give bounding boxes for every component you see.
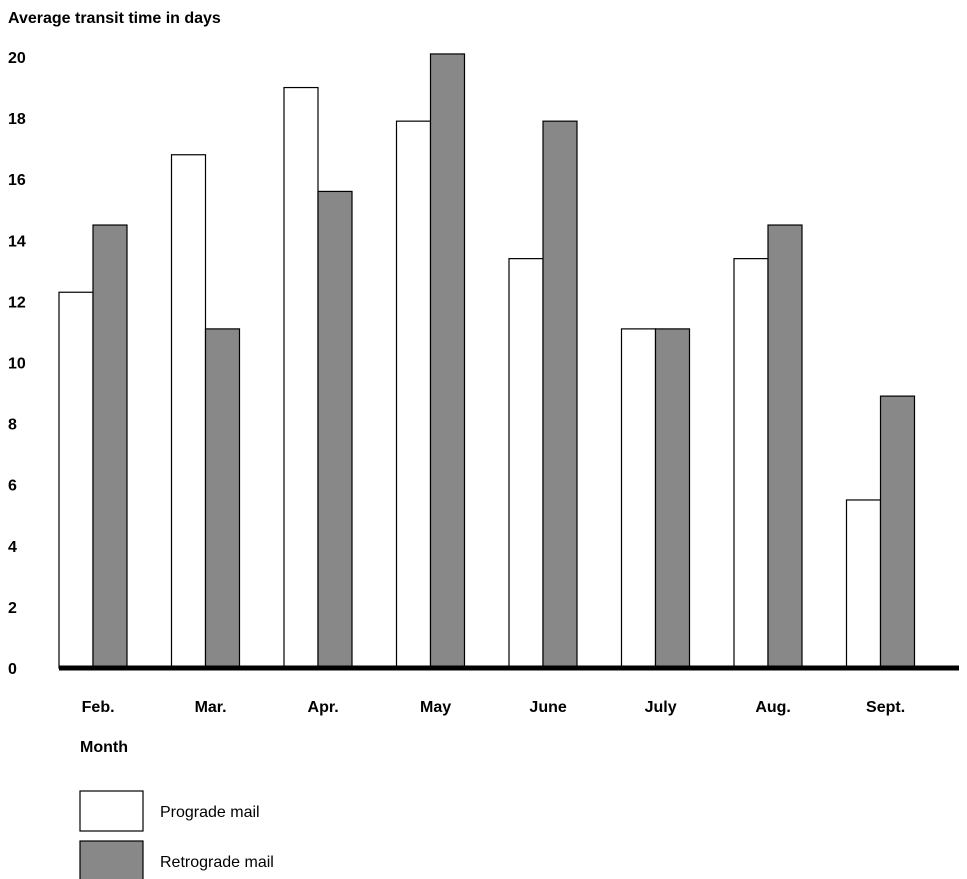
bar-retrograde (317, 190, 353, 669)
y-tick-labels: 0 2 4 6 8 10 12 14 16 18 20 (8, 50, 26, 678)
x-axis-title: Month (80, 739, 128, 756)
bar-retrograde (879, 395, 916, 669)
bar-retrograde (654, 328, 691, 669)
legend-swatch (79, 790, 144, 832)
legend: Prograde mail Retrograde mail (79, 790, 274, 879)
y-tick-label: 18 (8, 111, 26, 128)
x-tick-label: May (420, 699, 451, 716)
x-tick-labels: Feb. Mar. Apr. May June July Aug. Sept. (82, 699, 906, 716)
bar-prograde (733, 258, 769, 669)
y-axis-title: Average transit time in days (8, 10, 221, 27)
bar-prograde (58, 291, 94, 669)
y-tick-label: 2 (8, 600, 17, 617)
y-tick-label: 20 (8, 50, 26, 67)
y-tick-label: 0 (8, 661, 17, 678)
bar-prograde (283, 86, 319, 669)
bar-prograde (508, 258, 544, 669)
y-tick-label: 8 (8, 417, 17, 434)
legend-label: Retrograde mail (160, 854, 274, 871)
x-tick-label: Aug. (755, 699, 791, 716)
bar-retrograde (92, 224, 128, 669)
y-tick-label: 14 (8, 233, 26, 250)
y-tick-label: 16 (8, 172, 26, 189)
x-tick-label: Feb. (82, 699, 115, 716)
y-tick-label: 12 (8, 294, 26, 311)
x-tick-label: Sept. (866, 699, 905, 716)
bar-prograde (845, 499, 882, 669)
bar-prograde (620, 328, 657, 669)
bar-retrograde (542, 120, 578, 669)
bar-prograde (395, 120, 432, 669)
bar-retrograde (204, 328, 241, 669)
x-tick-label: June (529, 699, 566, 716)
y-tick-label: 6 (8, 478, 17, 495)
x-tick-label: Mar. (195, 699, 227, 716)
x-tick-label: Apr. (308, 699, 339, 716)
x-tick-label: July (645, 699, 677, 716)
y-tick-label: 10 (8, 356, 26, 373)
legend-label: Prograde mail (160, 804, 260, 821)
bar-retrograde (767, 224, 803, 669)
legend-swatch (79, 840, 144, 879)
bars (58, 53, 916, 669)
bar-prograde (170, 154, 207, 669)
bar-retrograde (429, 53, 466, 669)
y-tick-label: 4 (8, 539, 17, 556)
